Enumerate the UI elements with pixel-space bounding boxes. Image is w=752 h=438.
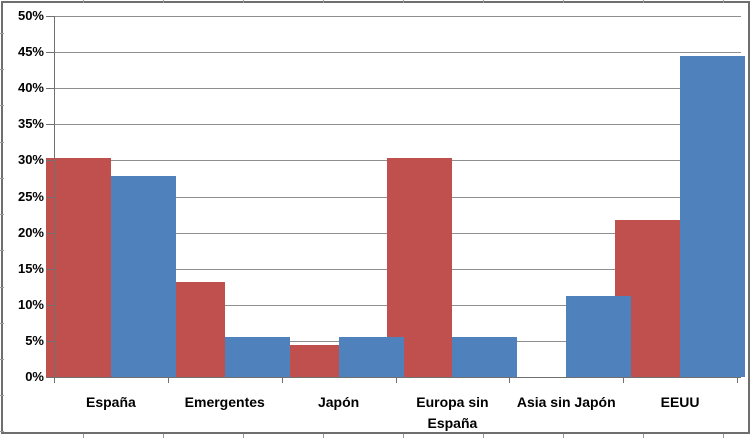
y-axis-tick (46, 52, 54, 54)
x-axis-tick (281, 377, 283, 383)
spreadsheet-gridline-stub (323, 434, 324, 438)
spreadsheet-gridline-stub (723, 434, 724, 438)
x-axis-label-europa-sin-espa-a: Europa sin España (416, 394, 489, 431)
spreadsheet-gridline-stub (243, 0, 244, 3)
y-axis-tick (46, 196, 54, 198)
bar-asia-sin-jap-n-blue-series[interactable] (566, 296, 632, 377)
bar-europa-sin-espa-a-blue-series[interactable] (452, 336, 518, 377)
y-axis-label: 5% (25, 332, 44, 348)
spreadsheet-gridline-stub (563, 434, 564, 438)
spreadsheet-gridline-stub (0, 33, 4, 34)
x-axis-tick (509, 377, 511, 383)
y-axis-line (54, 16, 55, 378)
x-axis-label-emergentes: Emergentes (184, 394, 265, 410)
spreadsheet-gridline-stub (0, 178, 4, 179)
spreadsheet-gridline-stub (83, 0, 84, 3)
spreadsheet-gridline-stub (403, 434, 404, 438)
y-axis-label: 30% (17, 152, 44, 168)
spreadsheet-gridline-stub (0, 214, 4, 215)
spreadsheet-gridline-stub (563, 0, 564, 3)
spreadsheet-gridline-stub (0, 69, 4, 70)
spreadsheet-gridline-stub (163, 434, 164, 438)
x-axis-tick (54, 377, 55, 383)
y-axis-tick (46, 304, 54, 306)
spreadsheet-gridline-stub (0, 250, 4, 251)
x-axis-label-espa-a: España (86, 394, 136, 410)
spreadsheet-gridline-stub (243, 434, 244, 438)
bar-espa-a-red-series[interactable] (45, 157, 111, 377)
y-axis-label: 20% (17, 224, 44, 240)
spreadsheet-gridline-stub (323, 0, 324, 3)
spreadsheet-gridline-stub (483, 0, 484, 3)
y-axis-label: 0% (25, 369, 44, 384)
x-axis-tick (167, 377, 169, 383)
gridline-40% (54, 88, 741, 90)
bar-emergentes-blue-series[interactable] (224, 336, 290, 377)
spreadsheet-gridline-stub (0, 105, 4, 106)
x-axis-tick (395, 377, 397, 383)
y-axis-label: 50% (17, 8, 44, 23)
gridline-50% (54, 16, 741, 17)
spreadsheet-gridline-stub (723, 0, 724, 3)
spreadsheet-gridline-stub (0, 359, 4, 360)
y-axis-label: 15% (17, 260, 44, 276)
spreadsheet-gridline-stub (83, 434, 84, 438)
y-axis-label: 25% (17, 188, 44, 204)
y-axis-label: 10% (17, 296, 44, 312)
spreadsheet-gridline-stub (483, 434, 484, 438)
gridline-35% (54, 124, 741, 126)
y-axis-tick (46, 124, 54, 126)
x-axis-line (54, 377, 741, 378)
spreadsheet-gridline-stub (643, 434, 644, 438)
bar-espa-a-blue-series[interactable] (110, 176, 176, 377)
y-axis-label: 35% (17, 116, 44, 132)
spreadsheet-gridline-stub (0, 395, 4, 396)
x-axis-tick (737, 377, 738, 383)
spreadsheet-gridline-stub (643, 0, 644, 3)
spreadsheet-gridline-stub (0, 142, 4, 143)
spreadsheet-gridline-stub (403, 0, 404, 3)
y-axis-tick (46, 232, 54, 234)
y-axis-tick (46, 16, 54, 17)
y-axis-label: 40% (17, 80, 44, 96)
x-axis-label-asia-sin-jap-n: Asia sin Japón (516, 394, 616, 410)
y-axis-tick (46, 268, 54, 270)
y-axis-tick (46, 88, 54, 90)
y-axis-tick (46, 377, 54, 378)
gridline-45% (54, 52, 741, 54)
y-axis-tick (46, 340, 54, 342)
spreadsheet-gridline-stub (0, 431, 4, 432)
x-axis-tick (623, 377, 625, 383)
x-axis-label-jap-n: Japón (317, 394, 360, 410)
y-axis-label: 45% (17, 44, 44, 60)
bar-eeuu-blue-series[interactable] (680, 56, 746, 377)
spreadsheet-gridline-stub (163, 0, 164, 3)
x-axis-label-eeuu: EEUU (660, 394, 700, 410)
y-axis-tick (46, 160, 54, 162)
spreadsheet-gridline-stub (0, 323, 4, 324)
spreadsheet-gridline-stub (0, 287, 4, 288)
bar-jap-n-blue-series[interactable] (338, 336, 404, 377)
